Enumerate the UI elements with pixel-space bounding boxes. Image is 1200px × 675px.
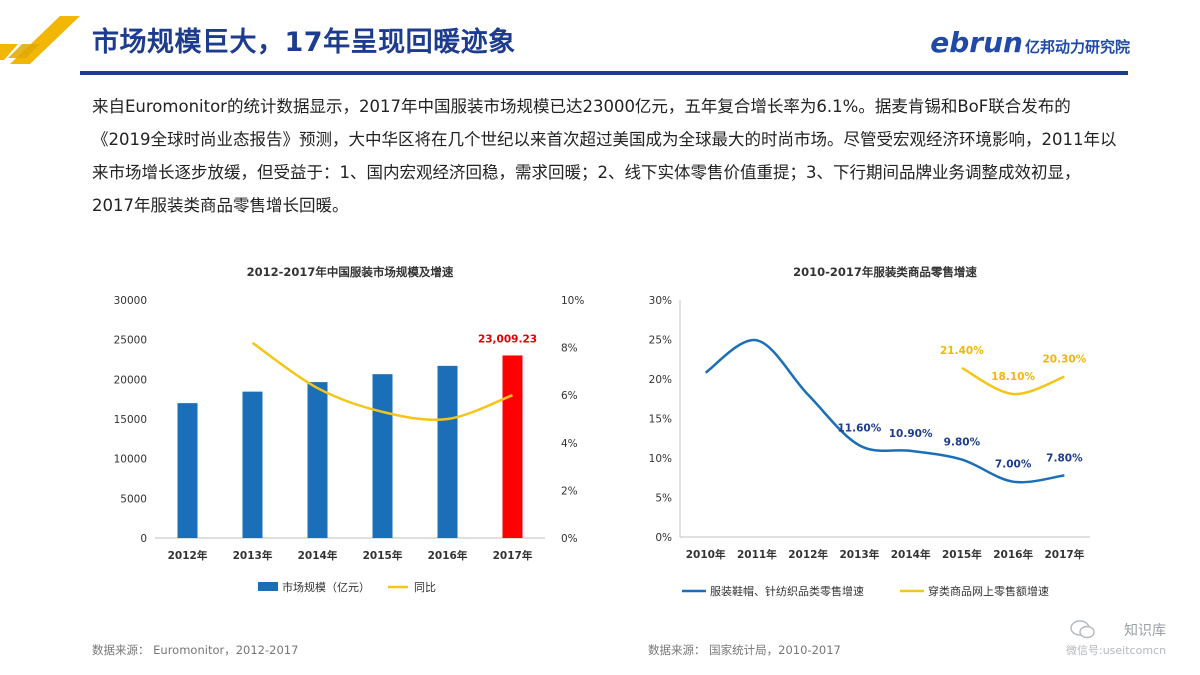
data-label: 10.90% [889, 428, 933, 440]
y-right-tick-label: 10% [561, 295, 584, 307]
y-left-tick-label: 30000 [114, 295, 147, 307]
bar [372, 374, 393, 538]
source-note-left: 数据来源： Euromonitor，2012-2017 [92, 643, 299, 657]
series-line [704, 339, 1065, 484]
series-line [961, 366, 1065, 396]
legend-swatch-bar [258, 582, 278, 591]
legend-label: 市场规模（亿元） [282, 580, 370, 594]
y-tick-label: 15% [649, 414, 672, 426]
wechat-icon [1070, 620, 1095, 639]
logo-stripe-3 [8, 44, 40, 58]
bar [242, 391, 263, 538]
watermark-account: 微信号:useitcomcn [1066, 644, 1167, 657]
x-tick-label: 2010年 [686, 548, 726, 561]
y-left-tick-label: 10000 [114, 454, 147, 466]
y-tick-label: 5% [655, 493, 672, 505]
y-tick-label: 0% [655, 532, 672, 544]
x-tick-label: 2016年 [993, 548, 1033, 561]
header-divider [80, 71, 1128, 75]
brand-logo: ebrun 亿邦动力研究院 [930, 26, 1130, 59]
data-label: 20.30% [1043, 354, 1087, 366]
bar [177, 403, 198, 538]
x-tick-label: 2013年 [233, 549, 273, 562]
legend-label: 穿类商品网上零售额增速 [928, 584, 1049, 598]
y-right-tick-label: 2% [561, 485, 578, 497]
data-label: 7.00% [995, 459, 1032, 471]
y-right-tick-label: 6% [561, 390, 578, 402]
y-left-tick-label: 20000 [114, 374, 147, 386]
y-left-tick-label: 15000 [114, 414, 147, 426]
y-tick-label: 10% [649, 453, 672, 465]
data-label: 11.60% [838, 422, 882, 434]
retail-growth-chart: 2010-2017年服装类商品零售增速 0% 5% 10% 15% 20% 25% 30% 20… [649, 265, 1090, 598]
legend-label: 同比 [414, 581, 436, 594]
y-tick-label: 30% [649, 295, 672, 307]
page-title: 市场规模巨大，17年呈现回暖迹象 [92, 27, 516, 58]
series-line-yoy [251, 341, 513, 422]
x-tick-label: 2012年 [168, 549, 208, 562]
y-tick-label: 25% [649, 335, 672, 347]
chart-title: 2012-2017年中国服装市场规模及增速 [247, 265, 454, 279]
y-right-tick-label: 0% [561, 533, 578, 545]
logo-stripe-2 [0, 44, 18, 60]
y-right-tick-label: 8% [561, 343, 578, 355]
bar [437, 365, 458, 538]
watermark-title: 知识库 [1124, 623, 1166, 639]
brand-name-cn: 亿邦动力研究院 [1024, 38, 1130, 56]
x-tick-label: 2014年 [298, 549, 338, 562]
data-label: 18.10% [991, 371, 1035, 383]
x-tick-label: 2017年 [1045, 548, 1085, 561]
x-tick-label: 2011年 [737, 548, 777, 561]
x-tick-label: 2015年 [363, 549, 403, 562]
brand-wordmark: ebrun [930, 26, 1023, 59]
bar [502, 355, 523, 538]
watermark: 知识库 微信号:useitcomcn [1066, 618, 1186, 662]
y-right-tick-label: 4% [561, 438, 578, 450]
x-tick-label: 2017年 [493, 549, 533, 562]
data-label: 7.80% [1046, 452, 1083, 464]
data-label: 9.80% [944, 437, 981, 449]
market-size-chart: 2012-2017年中国服装市场规模及增速 0 5000 10000 15000 2000… [114, 265, 585, 594]
x-tick-label: 2015年 [942, 548, 982, 561]
y-left-tick-label: 5000 [120, 493, 147, 505]
y-left-tick-label: 25000 [114, 335, 147, 347]
y-tick-label: 20% [649, 374, 672, 386]
x-tick-label: 2016年 [428, 549, 468, 562]
data-label: 21.40% [940, 345, 984, 357]
y-left-tick-label: 0 [140, 533, 147, 545]
legend-label: 服装鞋帽、针纺织品类零售增速 [710, 584, 864, 598]
x-tick-label: 2013年 [840, 548, 880, 561]
bar [307, 382, 328, 538]
intro-paragraph: 来自Euromonitor的统计数据显示，2017年中国服装市场规模已达2300… [92, 97, 1117, 215]
logo-mark [0, 16, 80, 64]
x-tick-label: 2014年 [891, 548, 931, 561]
source-note-right: 数据来源： 国家统计局，2010-2017 [648, 643, 841, 657]
data-label: 23,009.23 [478, 333, 537, 345]
chart-title: 2010-2017年服装类商品零售增速 [793, 265, 977, 279]
x-tick-label: 2012年 [788, 548, 828, 561]
